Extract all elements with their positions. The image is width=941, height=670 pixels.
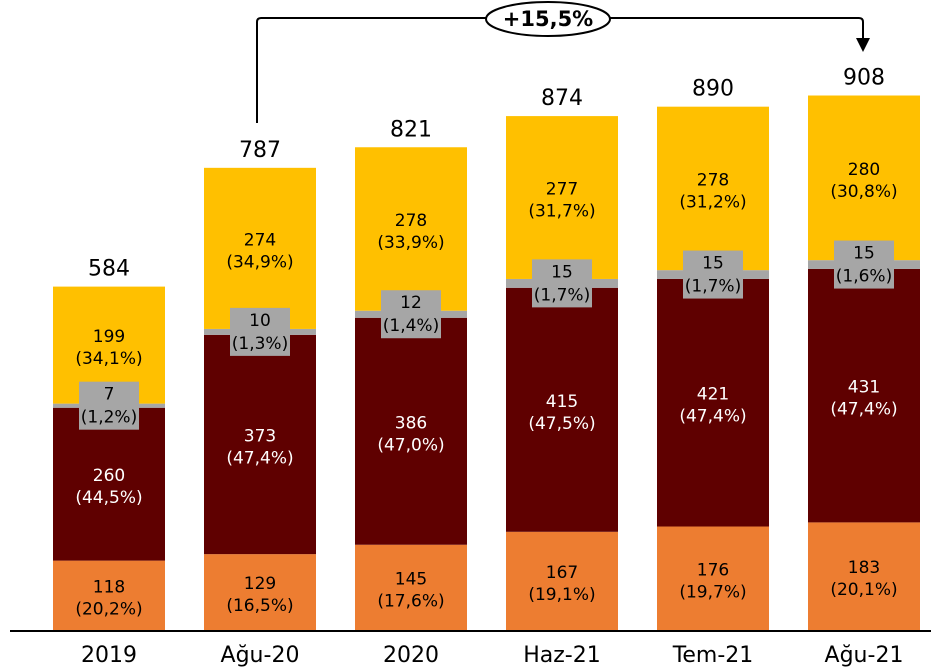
value-label-2-3: 15 bbox=[551, 262, 573, 282]
bar-segment-0-3 bbox=[506, 531, 618, 630]
value-label-1-1: 373 bbox=[244, 426, 276, 446]
value-label-0-3: 167 bbox=[546, 563, 578, 583]
value-label-0-2: 145 bbox=[395, 569, 427, 589]
bar-segment-1-0 bbox=[53, 407, 165, 561]
pct-label-1-1: (47,4%) bbox=[226, 448, 293, 468]
value-label-0-5: 183 bbox=[848, 558, 880, 578]
growth-annotation-ellipse bbox=[485, 1, 611, 37]
value-label-3-0: 199 bbox=[93, 327, 125, 347]
pct-label-3-3: (31,7%) bbox=[528, 202, 595, 222]
pct-label-3-4: (31,2%) bbox=[679, 192, 746, 212]
pct-label-0-0: (20,2%) bbox=[75, 599, 142, 619]
value-label-2-1: 10 bbox=[249, 311, 271, 331]
bar-segment-1-1 bbox=[204, 334, 316, 555]
bar-segment-3-2 bbox=[355, 147, 467, 311]
pct-label-2-5: (1,6%) bbox=[836, 267, 892, 287]
category-label-4: Tem-21 bbox=[672, 643, 754, 668]
pct-label-2-4: (1,7%) bbox=[685, 277, 741, 297]
pct-label-3-2: (33,9%) bbox=[377, 233, 444, 253]
bar-segment-3-4 bbox=[657, 106, 769, 271]
value-label-0-1: 129 bbox=[244, 574, 276, 594]
pct-label-3-1: (34,9%) bbox=[226, 252, 293, 272]
growth-arrow-head bbox=[856, 38, 870, 52]
bar-segment-1-4 bbox=[657, 278, 769, 527]
value-label-2-4: 15 bbox=[702, 254, 724, 274]
value-label-1-3: 415 bbox=[546, 392, 578, 412]
pct-label-0-1: (16,5%) bbox=[226, 596, 293, 616]
value-label-1-4: 421 bbox=[697, 385, 729, 405]
total-label-1: 787 bbox=[239, 138, 281, 163]
pct-label-1-4: (47,4%) bbox=[679, 407, 746, 427]
pct-label-1-3: (47,5%) bbox=[528, 414, 595, 434]
grey-label-box-3 bbox=[532, 259, 592, 308]
bar-segment-0-0 bbox=[53, 560, 165, 630]
pct-label-2-1: (1,3%) bbox=[232, 334, 288, 354]
value-label-1-5: 431 bbox=[848, 378, 880, 398]
total-label-4: 890 bbox=[692, 77, 734, 102]
bar-segment-0-5 bbox=[808, 522, 920, 630]
category-label-3: Haz-21 bbox=[523, 643, 601, 668]
grey-label-box-2 bbox=[381, 290, 441, 339]
pct-label-0-2: (17,6%) bbox=[377, 591, 444, 611]
pct-label-0-3: (19,1%) bbox=[528, 585, 595, 605]
pct-label-1-0: (44,5%) bbox=[75, 488, 142, 508]
bar-segment-3-1 bbox=[204, 167, 316, 329]
value-label-2-0: 7 bbox=[104, 385, 115, 405]
value-label-3-1: 274 bbox=[244, 230, 276, 250]
total-label-5: 908 bbox=[843, 66, 885, 91]
bar-segment-0-4 bbox=[657, 526, 769, 630]
bar-segment-1-2 bbox=[355, 317, 467, 545]
value-label-2-2: 12 bbox=[400, 293, 422, 313]
pct-label-0-5: (20,1%) bbox=[830, 580, 897, 600]
total-label-0: 584 bbox=[88, 257, 130, 282]
bar-segment-1-3 bbox=[506, 287, 618, 532]
value-label-1-2: 386 bbox=[395, 413, 427, 433]
grey-label-box-4 bbox=[683, 250, 743, 299]
value-label-1-0: 260 bbox=[93, 466, 125, 486]
grey-label-box-0 bbox=[79, 381, 139, 430]
pct-label-1-2: (47,0%) bbox=[377, 435, 444, 455]
bar-segment-0-1 bbox=[204, 554, 316, 630]
category-label-2: 2020 bbox=[383, 643, 439, 668]
value-label-3-5: 280 bbox=[848, 160, 880, 180]
pct-label-3-0: (34,1%) bbox=[75, 349, 142, 369]
pct-label-2-3: (1,7%) bbox=[534, 285, 590, 305]
pct-label-2-0: (1,2%) bbox=[81, 408, 137, 428]
bar-segment-0-2 bbox=[355, 544, 467, 630]
category-label-5: Ağu-21 bbox=[825, 643, 904, 668]
value-label-3-4: 278 bbox=[697, 170, 729, 190]
pct-label-2-2: (1,4%) bbox=[383, 316, 439, 336]
grey-label-box-1 bbox=[230, 307, 290, 356]
grey-label-box-5 bbox=[834, 240, 894, 289]
value-label-3-3: 277 bbox=[546, 180, 578, 200]
bar-segment-1-5 bbox=[808, 268, 920, 523]
total-label-3: 874 bbox=[541, 86, 583, 111]
value-label-0-0: 118 bbox=[93, 577, 125, 597]
category-label-0: 2019 bbox=[81, 643, 137, 668]
bar-segment-3-5 bbox=[808, 95, 920, 261]
value-label-2-5: 15 bbox=[853, 244, 875, 264]
pct-label-3-5: (30,8%) bbox=[830, 182, 897, 202]
pct-label-0-4: (19,7%) bbox=[679, 582, 746, 602]
bar-segment-3-3 bbox=[506, 116, 618, 279]
total-label-2: 821 bbox=[390, 117, 432, 142]
value-label-0-4: 176 bbox=[697, 560, 729, 580]
category-label-1: Ağu-20 bbox=[221, 643, 300, 668]
pct-label-1-5: (47,4%) bbox=[830, 400, 897, 420]
growth-annotation-label: +15,5% bbox=[503, 7, 593, 31]
value-label-3-2: 278 bbox=[395, 211, 427, 231]
